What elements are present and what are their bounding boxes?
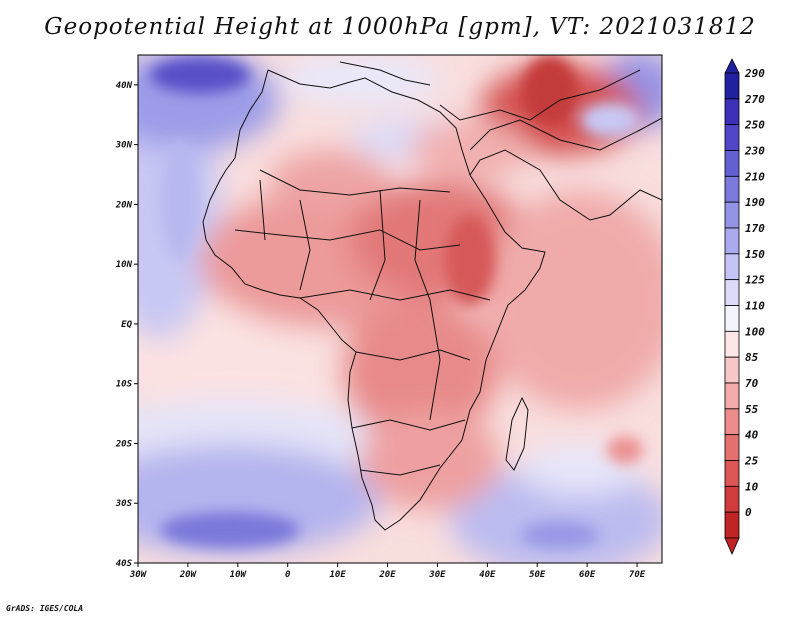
lat-label: 30S xyxy=(115,499,133,509)
lon-label: 40E xyxy=(479,570,496,580)
lon-label: 20W xyxy=(179,570,198,580)
colorbar: 2902702502302101901701501251101008570554… xyxy=(724,58,765,555)
colorbar-swatch xyxy=(724,279,740,306)
colorbar-bottom-arrow xyxy=(724,537,740,555)
lon-label: 10W xyxy=(230,570,248,580)
colorbar-label: 290 xyxy=(744,67,765,80)
colorbar-label: 70 xyxy=(745,377,759,390)
colorbar-label: 210 xyxy=(744,170,765,183)
colorbar-swatch xyxy=(724,305,740,332)
lon-label: 10E xyxy=(329,570,346,580)
colorbar-swatch xyxy=(724,98,740,126)
colorbar-label: 10 xyxy=(745,480,759,493)
height-field xyxy=(138,55,662,563)
colorbar-label: 230 xyxy=(744,145,765,158)
colorbar-swatch xyxy=(724,72,740,100)
lat-label: 10S xyxy=(116,380,133,390)
colorbar-swatch xyxy=(724,201,740,229)
grads-credit: GrADS: IGES/COLA xyxy=(6,604,84,613)
colorbar-label: 25 xyxy=(744,455,759,468)
colorbar-label: 110 xyxy=(745,300,765,313)
lon-label: 30W xyxy=(129,570,148,580)
colorbar-label: 190 xyxy=(745,196,765,209)
colorbar-swatch xyxy=(724,485,740,513)
colorbar-label: 150 xyxy=(745,248,765,261)
colorbar-swatch xyxy=(724,175,740,203)
lat-label: 40N xyxy=(116,81,133,91)
lon-label: 70E xyxy=(629,570,646,580)
lat-label: 20S xyxy=(115,439,133,449)
colorbar-swatch xyxy=(724,382,740,410)
colorbar-label: 100 xyxy=(745,325,765,338)
lat-label: 40S xyxy=(116,559,133,569)
lat-label: EQ xyxy=(121,320,132,330)
colorbar-label: 270 xyxy=(744,93,765,106)
colorbar-label: 40 xyxy=(745,429,759,442)
lon-label: 30E xyxy=(428,570,446,580)
colorbar-swatch xyxy=(724,356,740,384)
latitude-labels: 40N 30N 20N 10N EQ 10S 20S 30S 40S xyxy=(115,81,138,569)
lat-label: 20N xyxy=(115,200,133,210)
map-frame xyxy=(137,54,663,564)
colorbar-label: 250 xyxy=(744,119,765,132)
lon-label: 20E xyxy=(378,570,396,580)
colorbar-label: 170 xyxy=(745,222,765,235)
colorbar-swatch xyxy=(724,227,740,255)
coastlines xyxy=(202,61,662,531)
lon-label: 60E xyxy=(579,570,596,580)
colorbar-top-arrow xyxy=(724,58,740,74)
lat-label: 10N xyxy=(116,260,133,270)
lat-label: 30N xyxy=(115,141,133,151)
colorbar-swatch xyxy=(724,511,740,539)
colorbar-label: 125 xyxy=(745,274,765,287)
colorbar-label: 85 xyxy=(745,351,759,364)
map-title: Geopotential Height at 1000hPa [gpm], VT… xyxy=(44,14,756,40)
colorbar-swatch xyxy=(724,253,740,281)
colorbar-label: 0 xyxy=(745,506,752,519)
colorbar-swatch xyxy=(724,124,740,151)
colorbar-label: 55 xyxy=(745,403,759,416)
colorbar-swatch xyxy=(724,330,740,358)
colorbar-swatch xyxy=(724,434,740,461)
colorbar-swatch xyxy=(724,408,740,436)
colorbar-swatch xyxy=(724,460,740,487)
longitude-labels: 30W 20W 10W 0 10E 20E 30E 40E 50E 60E 70E xyxy=(129,563,646,580)
colorbar-swatch xyxy=(724,150,740,177)
lon-label: 50E xyxy=(529,570,546,580)
lon-label: 0 xyxy=(285,570,291,580)
